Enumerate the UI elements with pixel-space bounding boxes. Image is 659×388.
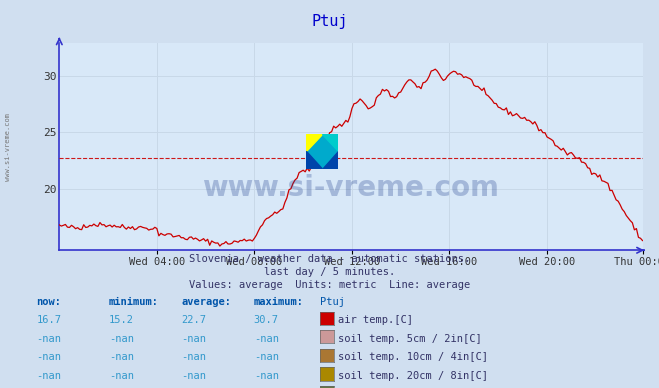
Text: now:: now: [36,296,61,307]
Polygon shape [322,151,338,169]
Text: Slovenia / weather data - automatic stations.: Slovenia / weather data - automatic stat… [189,254,470,264]
Text: Values: average  Units: metric  Line: average: Values: average Units: metric Line: aver… [189,279,470,289]
Text: www.si-vreme.com: www.si-vreme.com [5,113,11,182]
Text: -nan: -nan [181,352,206,362]
Polygon shape [306,134,322,151]
Text: last day / 5 minutes.: last day / 5 minutes. [264,267,395,277]
Polygon shape [306,151,322,169]
Text: -nan: -nan [254,334,279,344]
Text: 22.7: 22.7 [181,315,206,325]
Text: average:: average: [181,296,231,307]
Text: -nan: -nan [109,371,134,381]
Text: -nan: -nan [109,334,134,344]
Text: minimum:: minimum: [109,296,159,307]
Text: -nan: -nan [181,334,206,344]
Polygon shape [322,134,338,151]
Text: soil temp. 5cm / 2in[C]: soil temp. 5cm / 2in[C] [338,334,482,344]
Text: maximum:: maximum: [254,296,304,307]
Text: 16.7: 16.7 [36,315,61,325]
Text: soil temp. 10cm / 4in[C]: soil temp. 10cm / 4in[C] [338,352,488,362]
Text: -nan: -nan [36,352,61,362]
Text: soil temp. 20cm / 8in[C]: soil temp. 20cm / 8in[C] [338,371,488,381]
Text: -nan: -nan [36,334,61,344]
Text: -nan: -nan [254,371,279,381]
Polygon shape [306,134,338,169]
Text: -nan: -nan [109,352,134,362]
Text: air temp.[C]: air temp.[C] [338,315,413,325]
Text: Ptuj: Ptuj [311,14,348,29]
Text: www.si-vreme.com: www.si-vreme.com [202,174,500,202]
Text: -nan: -nan [36,371,61,381]
Text: Ptuj: Ptuj [320,296,345,307]
Text: -nan: -nan [254,352,279,362]
Text: 15.2: 15.2 [109,315,134,325]
Text: 30.7: 30.7 [254,315,279,325]
Text: -nan: -nan [181,371,206,381]
